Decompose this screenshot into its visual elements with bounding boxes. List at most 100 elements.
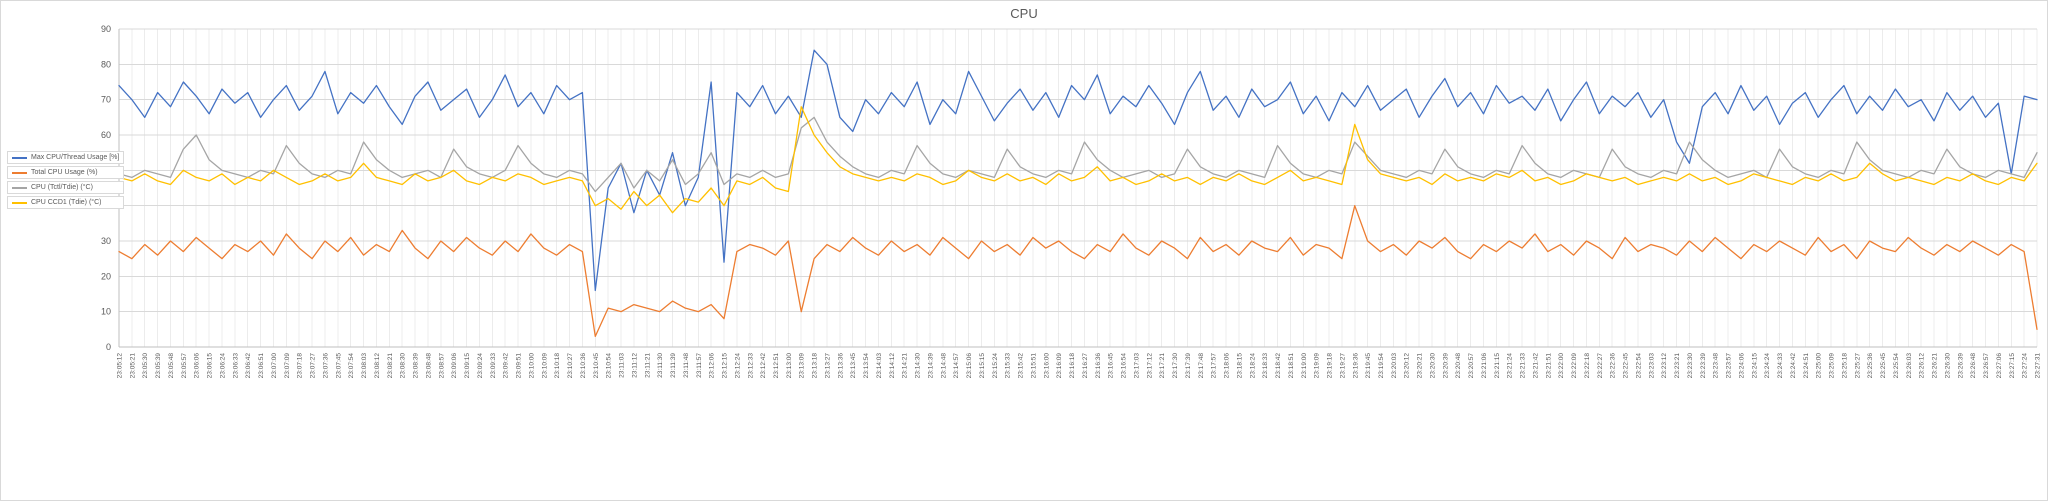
x-axis-label: 23:10:27 [567, 353, 574, 379]
x-axis-label: 23:27:24 [2022, 353, 2029, 379]
x-axis-label: 23:16:00 [1043, 353, 1050, 379]
x-axis-label: 23:05:12 [117, 353, 124, 379]
legend-item-label: CPU CCD1 (Tdie) (°C) [31, 199, 102, 206]
x-axis-label: 23:21:06 [1481, 353, 1488, 379]
x-axis-label: 23:11:48 [683, 353, 690, 378]
x-axis-label: 23:17:39 [1185, 353, 1192, 379]
x-axis-label: 23:22:27 [1597, 353, 1604, 379]
x-axis-label: 23:22:18 [1584, 353, 1591, 379]
x-axis-label: 23:15:24 [992, 353, 999, 379]
x-axis-label: 23:12:24 [734, 353, 741, 379]
x-axis-label: 23:18:51 [1288, 353, 1295, 379]
x-axis-label: 23:05:30 [142, 353, 149, 379]
x-axis-label: 23:11:21 [644, 353, 651, 378]
x-axis-label: 23:19:09 [1314, 353, 1321, 379]
x-axis-label: 23:14:12 [889, 353, 896, 379]
x-axis-label: 23:11:12 [631, 353, 638, 378]
x-axis-label: 23:27:15 [2009, 353, 2016, 379]
legend-line-marker [12, 186, 27, 189]
x-axis-label: 23:12:42 [760, 353, 767, 379]
series-line-total-cpu-usage [118, 205, 2038, 338]
x-axis-label: 23:08:39 [413, 353, 420, 379]
x-axis-label: 23:06:24 [219, 353, 226, 379]
x-axis-label: 23:15:42 [1018, 353, 1025, 379]
x-axis-label: 23:06:06 [194, 353, 201, 379]
x-axis-label: 23:26:57 [1983, 353, 1990, 379]
x-axis-label: 23:26:03 [1906, 353, 1913, 379]
x-axis-label: 23:18:15 [1236, 353, 1243, 379]
y-axis-label: 0 [106, 342, 111, 352]
x-axis-label: 23:20:21 [1417, 353, 1424, 379]
x-axis-label: 23:10:45 [593, 353, 600, 379]
x-axis-label: 23:22:09 [1571, 353, 1578, 379]
x-axis-label: 23:20:57 [1468, 353, 1475, 379]
x-axis-label: 23:07:09 [284, 353, 291, 379]
x-axis-label: 23:25:27 [1854, 353, 1861, 379]
x-axis-labels: 23:05:12 23:05:21 23:05:30 23:05:39 23:05:48… [117, 353, 2042, 379]
x-axis-label: 23:23:03 [1648, 353, 1655, 379]
x-axis-label: 23:25:36 [1867, 353, 1874, 379]
horizontal-gridlines [119, 28, 2037, 348]
x-axis-label: 23:16:18 [1069, 353, 1076, 379]
legend-line-marker [12, 201, 27, 204]
series-line-max-cpu-thread-usage [118, 49, 2038, 292]
x-axis-label: 23:15:15 [979, 353, 986, 379]
x-axis-label: 23:22:45 [1623, 353, 1630, 379]
x-axis-label: 23:07:36 [322, 353, 329, 379]
x-axis-label: 23:13:18 [812, 353, 819, 379]
x-axis-label: 23:12:33 [747, 353, 754, 379]
chart-legend: Max CPU/Thread Usage [%] Total CPU Usage … [7, 151, 125, 209]
x-axis-label: 23:11:39 [670, 353, 677, 378]
legend-item-max-cpu-thread-usage: Max CPU/Thread Usage [%] [7, 151, 125, 164]
x-axis-label: 23:22:36 [1610, 353, 1617, 379]
x-axis-label: 23:06:15 [207, 353, 214, 379]
x-axis-label: 23:11:30 [657, 353, 664, 378]
x-axis-label: 23:18:24 [1249, 353, 1256, 379]
x-axis-label: 23:26:39 [1957, 353, 1964, 379]
x-axis-label: 23:10:54 [606, 353, 613, 379]
x-axis-label: 23:12:15 [722, 353, 729, 379]
x-axis-label: 23:23:12 [1661, 353, 1668, 379]
x-axis-label: 23:19:54 [1378, 353, 1385, 379]
x-axis-label: 23:10:36 [580, 353, 587, 379]
x-axis-label: 23:15:06 [966, 353, 973, 379]
vertical-gridlines [118, 29, 2038, 347]
x-axis-label: 23:14:39 [927, 353, 934, 379]
x-axis-label: 23:17:12 [1146, 353, 1153, 379]
x-axis-label: 23:25:18 [1841, 353, 1848, 379]
x-axis-label: 23:05:48 [168, 353, 175, 379]
legend-item-total-cpu-usage: Total CPU Usage (%) [7, 166, 125, 179]
chart-title: CPU [1010, 6, 1038, 21]
y-axis-label: 70 [101, 95, 111, 105]
x-axis-label: 23:21:51 [1545, 353, 1552, 379]
x-axis-label: 23:11:03 [619, 353, 626, 378]
x-axis-label: 23:07:27 [310, 353, 317, 379]
x-axis-label: 23:09:42 [503, 353, 510, 379]
x-axis-label: 23:10:18 [554, 353, 561, 379]
x-axis-label: 23:16:36 [1095, 353, 1102, 379]
x-axis-label: 23:24:51 [1803, 353, 1810, 379]
x-axis-label: 23:09:15 [464, 353, 471, 379]
x-axis-label: 23:09:24 [477, 353, 484, 379]
x-axis-label: 23:05:21 [129, 353, 136, 379]
x-axis-label: 23:21:33 [1520, 353, 1527, 379]
x-axis-label: 23:20:39 [1442, 353, 1449, 379]
x-axis-label: 23:21:24 [1507, 353, 1514, 379]
x-axis-label: 23:14:21 [902, 353, 909, 379]
x-axis-label: 23:13:36 [837, 353, 844, 379]
x-axis-label: 23:19:45 [1365, 353, 1372, 379]
legend-item-cpu-ccd1-tdie: CPU CCD1 (Tdie) (°C) [7, 196, 125, 209]
x-axis-label: 23:13:09 [799, 353, 806, 379]
x-axis-label: 23:17:03 [1133, 353, 1140, 379]
legend-item-label: CPU (Tctl/Tdie) (°C) [31, 184, 93, 191]
x-axis-label: 23:07:00 [271, 353, 278, 379]
x-axis-label: 23:21:42 [1532, 353, 1539, 379]
legend-line-marker [12, 171, 27, 174]
series-line-cpu-tctl-tdie [118, 116, 2038, 193]
x-axis-label: 23:13:45 [850, 353, 857, 379]
x-axis-label: 23:08:48 [425, 353, 432, 379]
x-axis-label: 23:19:36 [1352, 353, 1359, 379]
x-axis-label: 23:16:27 [1082, 353, 1089, 379]
